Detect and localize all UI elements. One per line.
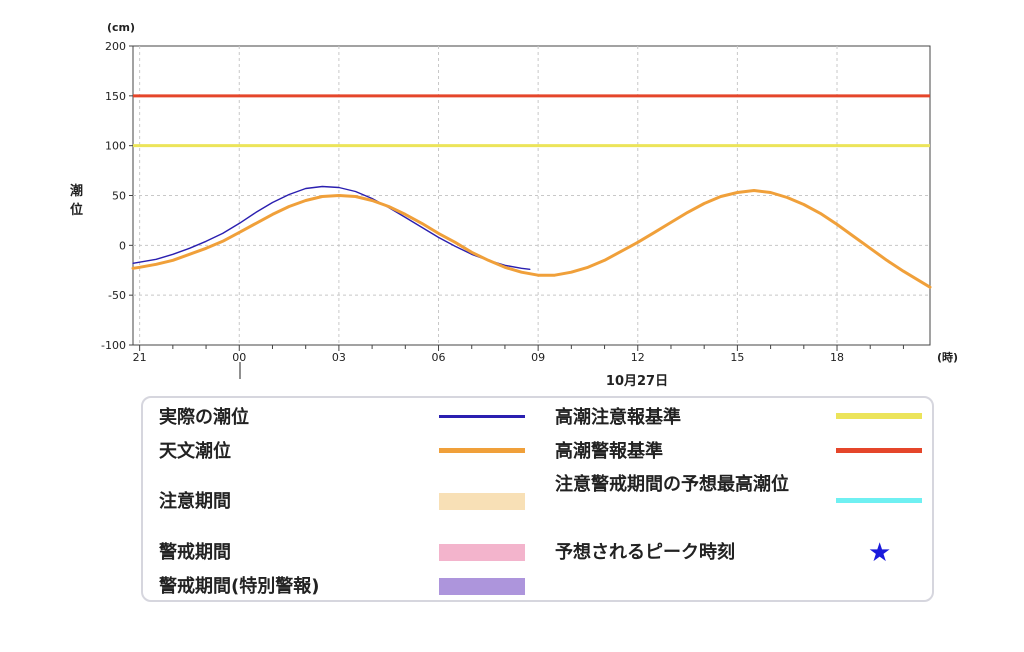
grid-lines [133,46,930,345]
legend-swatch-predicted-max [836,498,922,503]
legend-label-actual: 実際の潮位 [159,407,249,428]
x-tick-label: 06 [432,351,446,364]
y-tick-label: 100 [105,140,126,153]
series-line-actual-tide [132,185,531,270]
legend-label-astro: 天文潮位 [159,441,231,462]
legend-swatch-actual [439,415,525,418]
y-tick-label: -100 [101,339,126,352]
legend-swatch-special-period [439,578,525,595]
series-line-astronomical-tide [131,189,932,289]
tide-chart: (cm) 潮 位 200 150 100 50 0 -50 -100 21 00 03 06 09 12… [70,21,958,389]
y-axis-title-2: 位 [70,202,83,218]
axes: 200 150 100 50 0 -50 -100 21 00 03 06 09 12 15 18 [101,40,904,364]
x-tick-label: 12 [631,351,645,364]
legend-label-warning-period: 警戒期間 [159,542,231,563]
x-tick-label: 03 [332,351,346,364]
y-tick-label: 0 [119,239,126,252]
y-tick-label: -50 [108,289,126,302]
legend-label-caution-std: 高潮注意報基準 [555,407,681,428]
y-unit-label: (cm) [107,21,135,34]
x-tick-label: 21 [133,351,147,364]
legend: 実際の潮位 高潮注意報基準 天文潮位 高潮警報基準 注意期間 注意警戒期間の予想… [141,396,934,602]
x-tick-label: 00 [232,351,246,364]
legend-swatch-warning-std [836,448,922,453]
x-tick-label: 18 [830,351,844,364]
x-tick-label: 15 [730,351,744,364]
legend-swatch-caution-period [439,493,525,510]
y-tick-label: 50 [112,190,126,203]
legend-label-caution-period: 注意期間 [159,491,231,512]
legend-label-predicted-max: 注意警戒期間の予想最高潮位 [555,474,789,495]
y-tick-label: 150 [105,90,126,103]
series-layer [131,94,932,289]
x-unit-label: (時) [937,350,958,364]
y-axis-title-1: 潮 [70,183,83,199]
legend-label-warning-std: 高潮警報基準 [555,441,663,462]
date-label: 10月27日 [606,374,668,389]
legend-label-peak-time: 予想されるピーク時刻 [555,542,735,563]
legend-label-special-period: 警戒期間(特別警報) [159,576,320,597]
star-icon: ★ [868,538,892,568]
legend-swatch-caution-std [836,413,922,419]
legend-swatch-astro [439,448,525,453]
legend-swatch-warning-period [439,544,525,561]
x-tick-label: 09 [531,351,545,364]
y-tick-label: 200 [105,40,126,53]
